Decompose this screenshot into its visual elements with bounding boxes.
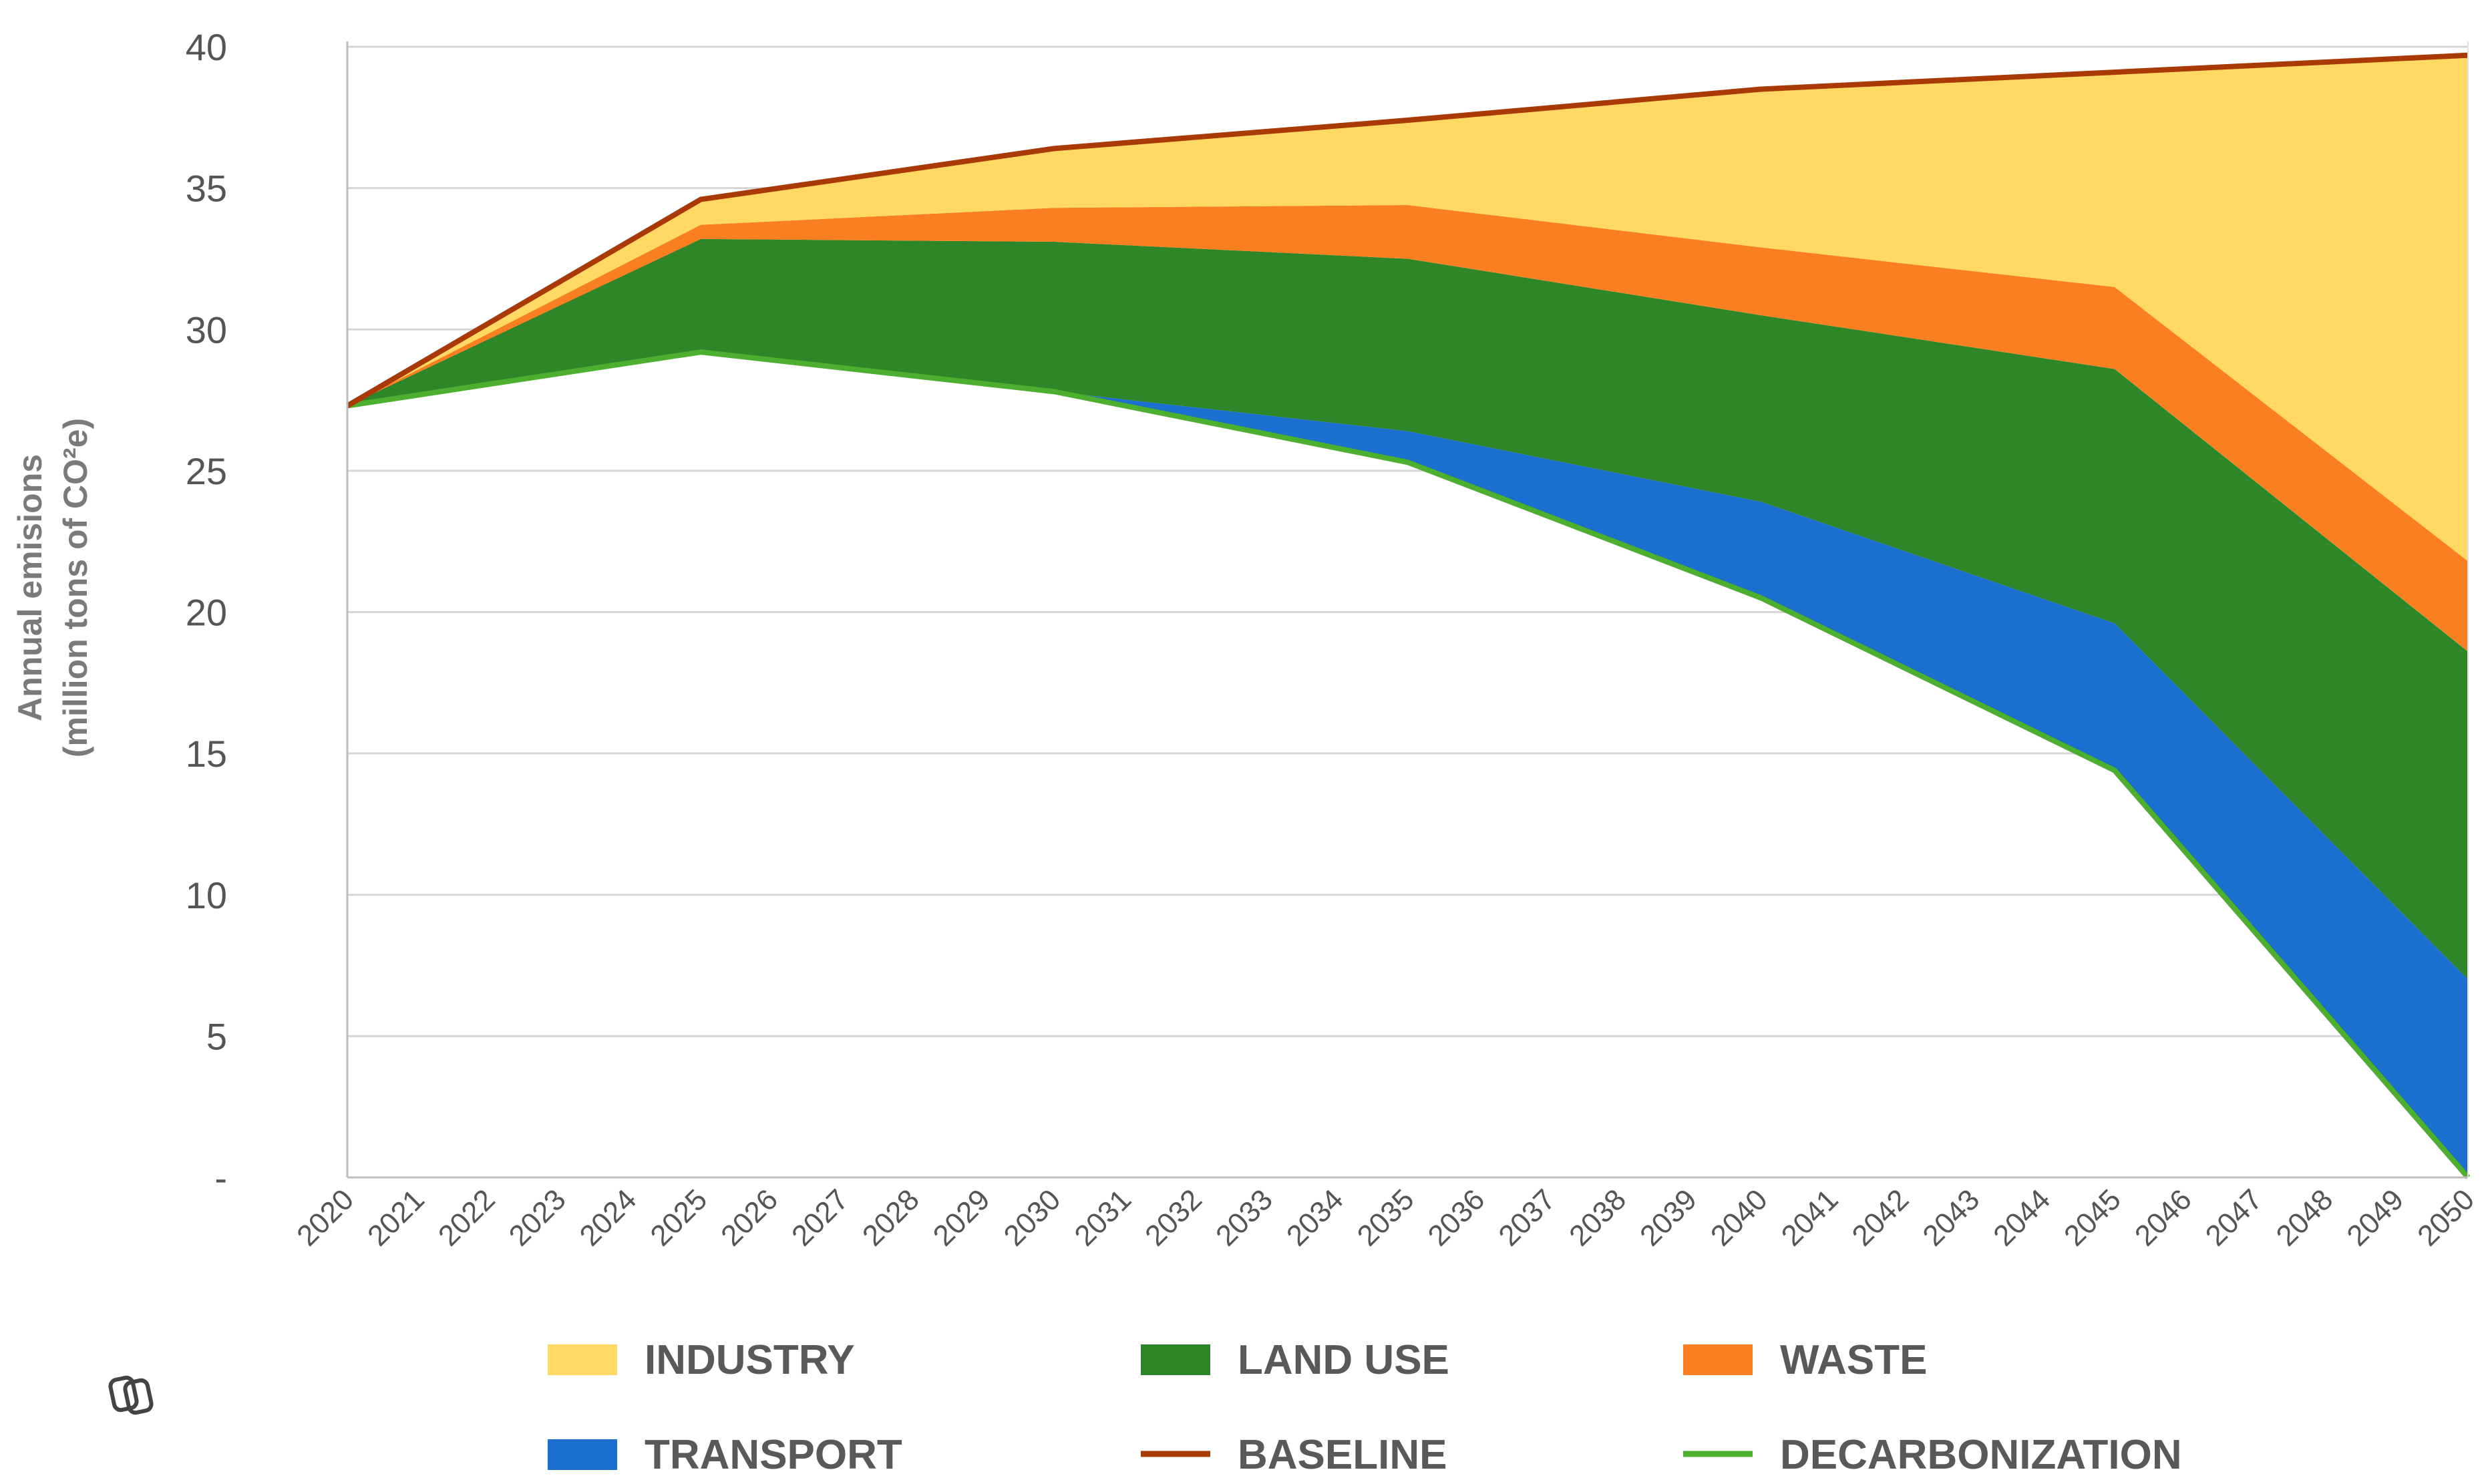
x-tick-label: 2045 [2058, 1183, 2127, 1252]
x-tick-label: 2037 [1492, 1183, 1562, 1252]
x-tick-label: 2047 [2199, 1183, 2269, 1252]
x-tick-label: 2024 [574, 1183, 643, 1252]
x-tick-label: 2033 [1210, 1183, 1279, 1252]
y-axis-title: Annual emisions [11, 454, 49, 721]
x-tick-label: 2030 [998, 1183, 1067, 1252]
series-lines [345, 52, 2471, 1179]
y-tick-label: 35 [186, 168, 227, 210]
x-tick-label: 2027 [785, 1183, 855, 1252]
x-tick-label: 2039 [1634, 1183, 1703, 1252]
x-tick-label: 2043 [1916, 1183, 1986, 1252]
y-tick-label: 15 [186, 733, 227, 775]
x-tick-label: 2034 [1280, 1183, 1350, 1252]
x-tick-label: 2044 [1987, 1183, 2057, 1252]
y-tick-label: 10 [186, 874, 227, 916]
legend-swatch-land-use [1141, 1344, 1210, 1375]
baseline-line [345, 52, 2469, 408]
x-tick-label: 2048 [2270, 1183, 2340, 1252]
legend-label-baseline: BASELINE [1238, 1432, 1447, 1478]
decarbonization-line [347, 349, 2471, 1179]
x-tick-label: 2026 [715, 1183, 784, 1252]
x-tick-label: 2049 [2340, 1183, 2410, 1252]
legend-label-decarbonization: DECARBONIZATION [1780, 1432, 2182, 1478]
legend-label-land-use: LAND USE [1238, 1337, 1449, 1383]
x-tick-label: 2050 [2411, 1183, 2481, 1252]
legend-label-waste: WASTE [1780, 1337, 1927, 1383]
y-axis-units: (million tons of CO²e) [57, 418, 94, 757]
legend-swatch-waste [1683, 1344, 1753, 1375]
y-tick-label: - [214, 1157, 227, 1199]
x-tick-label: 2025 [644, 1183, 713, 1252]
y-tick-label: 25 [186, 450, 227, 492]
x-tick-label: 2042 [1846, 1183, 1916, 1252]
legend-label-industry: INDUSTRY [645, 1337, 855, 1383]
copy-icon [108, 1375, 154, 1415]
axes [346, 41, 2469, 1179]
legend: INDUSTRY LAND USE WASTE TRANSPORT BASELINE DE… [548, 1337, 2182, 1478]
x-tick-label: 2035 [1351, 1183, 1421, 1252]
x-tick-label: 2032 [1139, 1183, 1208, 1252]
x-tick-label: 2020 [291, 1183, 360, 1252]
stacked-areas [347, 55, 2468, 1177]
y-tick-label: 5 [206, 1015, 227, 1057]
x-tick-label: 2021 [361, 1183, 431, 1252]
x-tick-label: 2031 [1068, 1183, 1137, 1252]
area-industry [347, 55, 2468, 562]
x-tick-label: 2022 [432, 1183, 502, 1252]
x-tick-label: 2029 [927, 1183, 997, 1252]
y-tick-label: 30 [186, 309, 227, 351]
x-tick-label: 2023 [503, 1183, 572, 1252]
x-tick-label: 2038 [1563, 1183, 1632, 1252]
area-land-use [347, 238, 2468, 980]
x-tick-label: 2040 [1705, 1183, 1774, 1252]
legend-swatch-transport [548, 1439, 617, 1470]
x-tick-label: 2028 [856, 1183, 926, 1252]
x-tick-label: 2046 [2129, 1183, 2198, 1252]
x-tick-label: 2036 [1422, 1183, 1491, 1252]
x-tick-labels: 2020 2021 2022 2023 2024 2025 2026 2027 2028 2029… [291, 1183, 2481, 1252]
legend-label-transport: TRANSPORT [645, 1432, 902, 1478]
legend-swatch-industry [548, 1344, 617, 1375]
y-tick-labels: - 5 10 15 20 25 30 35 40 [186, 26, 227, 1199]
area-waste [347, 205, 2468, 652]
x-tick-label: 2041 [1775, 1183, 1845, 1252]
y-tick-label: 40 [186, 26, 227, 68]
y-tick-label: 20 [186, 592, 227, 634]
